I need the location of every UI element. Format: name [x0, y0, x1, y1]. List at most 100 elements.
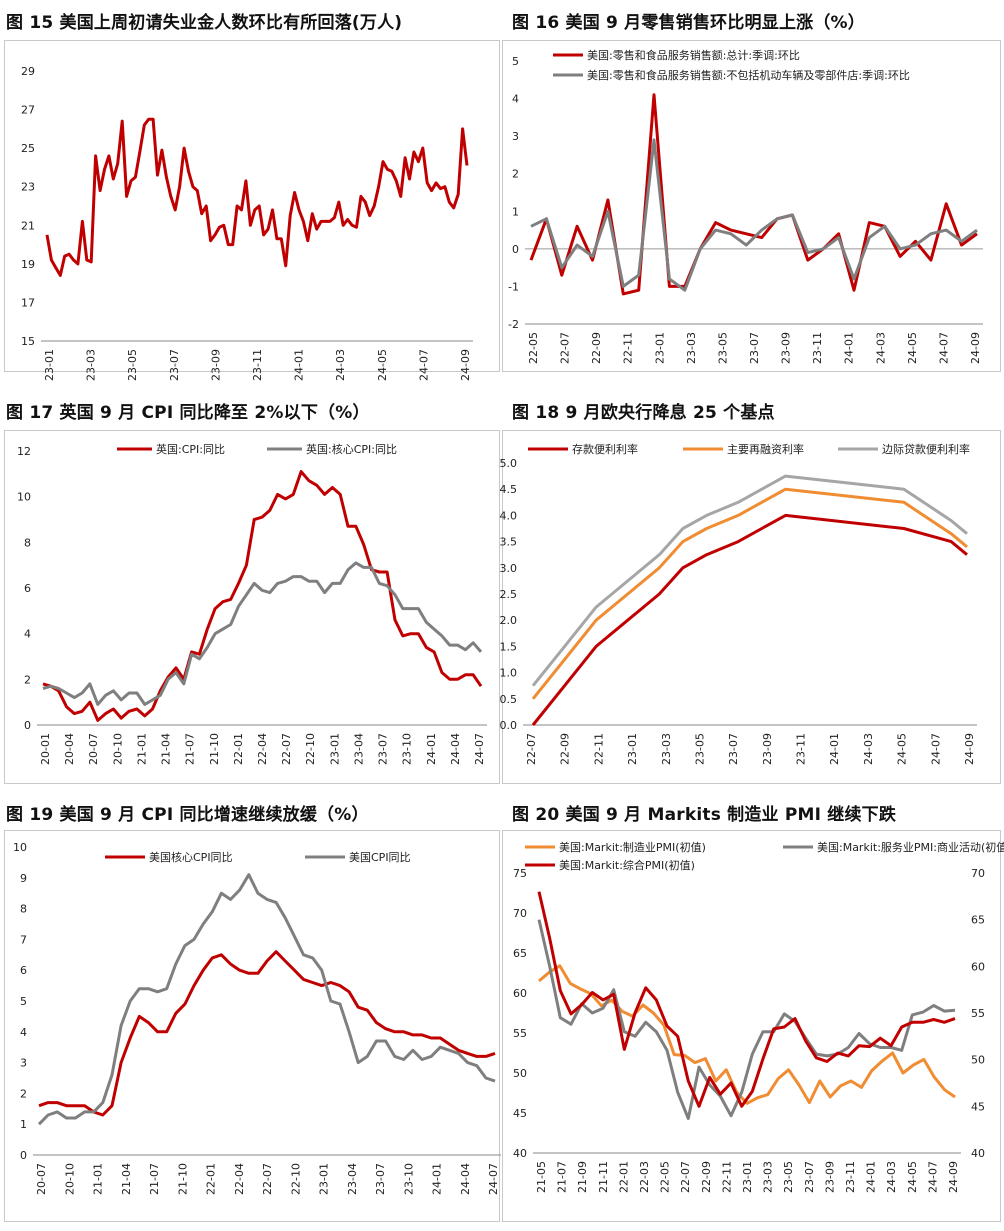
xtick-label: 23-03 — [685, 332, 698, 364]
ytick-label: 8 — [20, 903, 27, 916]
xtick-label: 24-01 — [425, 733, 438, 765]
ytick-label: 29 — [21, 65, 35, 78]
xtick-label: 21-01 — [135, 733, 148, 765]
xtick-label: 22-09 — [700, 1161, 713, 1193]
y2tick-label: 60 — [971, 960, 985, 973]
xtick-label: 24-01 — [431, 1163, 444, 1195]
xtick-label: 23-01 — [741, 1161, 754, 1193]
chart-19-plot: 0 1 2 3 4 5 6 7 8 9 10 20-07 20-10 21-01 21-04 21-07 21-… — [13, 841, 501, 1195]
xtick-label: 23-03 — [85, 349, 98, 381]
ytick-label: 70 — [513, 907, 527, 920]
xtick-label: 21-05 — [535, 1161, 548, 1193]
xtick-label: 23-07 — [727, 733, 740, 765]
legend-label-0: 存款便利利率 — [572, 442, 638, 456]
xtick-label: 23-09 — [823, 1161, 836, 1193]
ytick-label: -2 — [508, 318, 519, 331]
legend-label-1: 美国:零售和食品服务销售额:不包括机动车辆及零部件店:季调:环比 — [587, 68, 910, 82]
series-line-1 — [530, 138, 978, 292]
xtick-label: 24-01 — [843, 332, 856, 364]
legend-label-1: 美国:Markit:服务业PMI:商业活动(初值) — [817, 840, 1004, 854]
chart-18-panel: 0.0 0.5 1.0 1.5 2.0 2.5 3.0 3.5 4.0 4.5 5.0 22-07 22… — [500, 430, 1001, 784]
xtick-label: 23-11 — [251, 349, 264, 381]
xtick-label: 23-07 — [377, 733, 390, 765]
series-line-0 — [531, 513, 968, 726]
ytick-label: 3 — [20, 1057, 27, 1070]
xtick-label: 23-07 — [374, 1163, 387, 1195]
ytick-label: 1.5 — [500, 640, 518, 653]
xtick-label: 22-01 — [232, 733, 245, 765]
xtick-label: 24-09 — [459, 349, 472, 381]
series-line-1 — [531, 487, 968, 700]
ytick-label: 2 — [24, 673, 31, 686]
xtick-label: 23-09 — [761, 733, 774, 765]
chart-19-panel: 0 1 2 3 4 5 6 7 8 9 10 20-07 20-10 21-01 21-04 21-07 21-… — [4, 830, 501, 1222]
xtick-label: 24-03 — [874, 332, 887, 364]
xtick-label: 22-07 — [525, 733, 538, 765]
ytick-label: 25 — [21, 142, 35, 155]
xtick-label: 24-03 — [862, 733, 875, 765]
xtick-label: 23-11 — [811, 332, 824, 364]
y2tick-label: 50 — [971, 1054, 985, 1067]
xtick-label: 21-10 — [208, 733, 221, 765]
xtick-label: 24-07 — [937, 332, 950, 364]
ytick-label: 2.0 — [500, 614, 518, 627]
chart-18-plot: 0.0 0.5 1.0 1.5 2.0 2.5 3.0 3.5 4.0 4.5 5.0 22-07 22… — [500, 442, 977, 765]
ytick-label: 5 — [20, 995, 27, 1008]
ytick-label: 55 — [513, 1027, 527, 1040]
xtick-label: 24-03 — [885, 1161, 898, 1193]
series-line-0 — [45, 117, 469, 277]
ytick-label: 1 — [512, 205, 519, 218]
xtick-label: 24-01 — [293, 349, 306, 381]
y2tick-label: 40 — [971, 1147, 985, 1160]
xtick-label: 21-01 — [92, 1163, 105, 1195]
xtick-label: 20-10 — [111, 733, 124, 765]
chart-19-title: 图 19 美国 9 月 CPI 同比增速继续放缓（%） — [6, 805, 369, 825]
ytick-label: 2 — [512, 168, 519, 181]
legend-label-1: 主要再融资利率 — [727, 442, 804, 456]
ytick-label: 4 — [512, 93, 519, 106]
xtick-label: 23-01 — [328, 733, 341, 765]
chart-16-title: 图 16 美国 9 月零售销售环比明显上涨（%） — [512, 13, 865, 33]
xtick-label: 24-07 — [926, 1161, 939, 1193]
xtick-label: 24-07 — [487, 1163, 500, 1195]
xtick-label: 23-07 — [803, 1161, 816, 1193]
ytick-label: 23 — [21, 181, 35, 194]
ytick-label: 1.0 — [500, 667, 518, 680]
chart-16-panel: -2 -1 0 1 2 3 4 5 22-05 22-07 22-09 22-11 23-01 23-03… — [502, 40, 1001, 372]
xtick-label: 23-01 — [653, 332, 666, 364]
xtick-label: 20-10 — [63, 1163, 76, 1195]
xtick-label: 24-09 — [963, 733, 976, 765]
legend-label-2: 美国:Markit:综合PMI(初值) — [559, 858, 695, 872]
xtick-label: 23-04 — [352, 733, 365, 765]
xtick-label: 23-10 — [402, 1163, 415, 1195]
xtick-label: 22-07 — [559, 332, 572, 364]
xtick-label: 24-09 — [969, 332, 982, 364]
xtick-label: 21-04 — [160, 733, 173, 765]
ytick-label: 50 — [513, 1067, 527, 1080]
xtick-label: 23-01 — [318, 1163, 331, 1195]
ytick-label: 6 — [20, 964, 27, 977]
xtick-label: 22-11 — [720, 1161, 733, 1193]
ytick-label: 0.5 — [500, 693, 518, 706]
xtick-label: 23-10 — [401, 733, 414, 765]
legend-label-1: 英国:核心CPI:同比 — [306, 442, 397, 456]
ytick-label: 60 — [513, 987, 527, 1000]
ytick-label: 10 — [13, 841, 27, 854]
xtick-label: 24-07 — [929, 733, 942, 765]
ytick-label: 21 — [21, 219, 35, 232]
xtick-label: 24-05 — [376, 349, 389, 381]
xtick-label: 21-07 — [148, 1163, 161, 1195]
xtick-label: 24-05 — [906, 1161, 919, 1193]
xtick-label: 20-07 — [35, 1163, 48, 1195]
xtick-label: 24-03 — [334, 349, 347, 381]
xtick-label: 23-07 — [168, 349, 181, 381]
ytick-label: 17 — [21, 296, 35, 309]
ytick-label: 75 — [513, 867, 527, 880]
ytick-label: 0.0 — [500, 719, 518, 732]
ytick-label: 1 — [20, 1118, 27, 1131]
legend-label-1: 美国CPI同比 — [349, 851, 411, 864]
chart-20-plot: 40 45 50 55 60 65 70 75 40 45 50 55 60 65 70 21-05 21-07… — [513, 840, 1004, 1193]
ytick-label: 0 — [512, 243, 519, 256]
xtick-label: 21-10 — [176, 1163, 189, 1195]
xtick-label: 24-01 — [828, 733, 841, 765]
